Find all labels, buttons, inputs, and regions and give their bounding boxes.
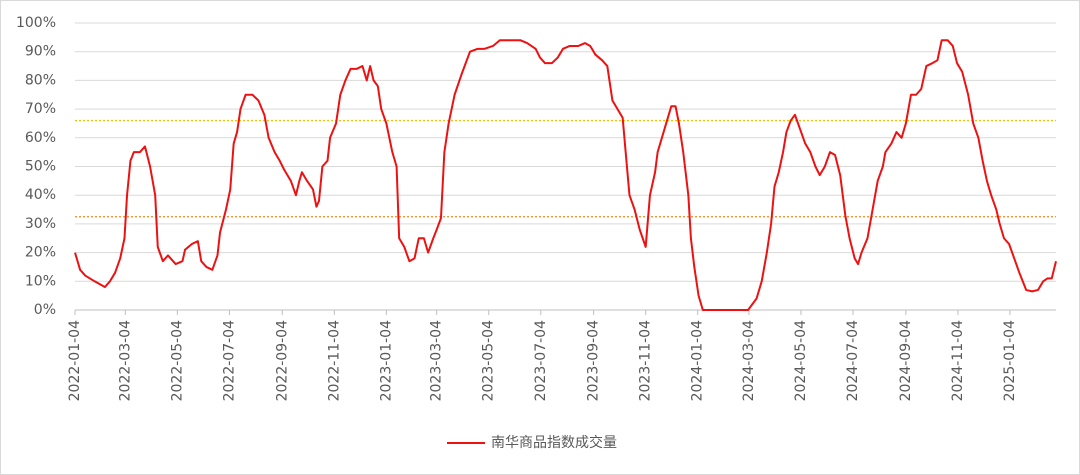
y-tick-label: 40%: [25, 187, 56, 203]
y-tick-label: 80%: [25, 72, 56, 88]
x-tick-label: 2024-01-04: [690, 320, 706, 401]
y-tick-label: 30%: [25, 216, 56, 232]
x-tick-label: 2022-07-04: [221, 320, 237, 401]
legend-label: 南华商品指数成交量: [491, 434, 617, 451]
x-tick-label: 2023-07-04: [533, 320, 549, 401]
y-tick-label: 50%: [25, 159, 56, 175]
x-tick-label: 2022-01-04: [67, 320, 83, 401]
y-tick-label: 70%: [25, 101, 56, 117]
x-tick-label: 2023-11-04: [638, 320, 654, 401]
x-tick-label: 2023-03-04: [429, 320, 445, 401]
data-line: [74, 39, 1057, 311]
x-tick-label: 2024-03-04: [741, 320, 757, 401]
x-tick-label: 2024-05-04: [793, 320, 809, 401]
y-tick-label: 100%: [16, 15, 56, 31]
x-tick-label: 2024-07-04: [845, 320, 861, 401]
x-tick-label: 2024-11-04: [950, 320, 966, 401]
x-tick-label: 2025-01-04: [1002, 320, 1018, 401]
x-tick-label: 2023-09-04: [586, 320, 602, 401]
x-tick-label: 2024-09-04: [898, 320, 914, 401]
x-tick-label: 2022-05-04: [169, 320, 185, 401]
y-tick-label: 90%: [25, 44, 56, 60]
x-tick-label: 2022-03-04: [117, 320, 133, 401]
y-tick-label: 10%: [25, 273, 56, 289]
x-tick-label: 2022-11-04: [326, 320, 342, 401]
x-tick-label: 2023-01-04: [378, 320, 394, 401]
y-tick-label: 60%: [25, 130, 56, 146]
y-tick-label: 0%: [34, 302, 56, 318]
y-tick-label: 20%: [25, 245, 56, 261]
x-tick-label: 2022-09-04: [274, 320, 290, 401]
x-tick-label: 2023-05-04: [481, 320, 497, 401]
